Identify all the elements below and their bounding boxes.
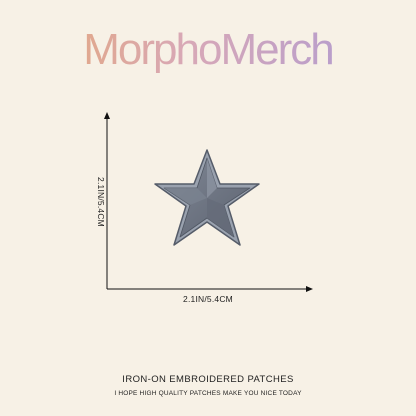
- caption-subtitle: I HOPE HIGH QUALITY PATCHES MAKE YOU NIC…: [114, 390, 302, 397]
- height-label: 2.1IN/5.4CM: [96, 177, 106, 227]
- star-patch-image: [154, 149, 260, 246]
- vertical-axis-arrowhead: [104, 112, 110, 119]
- star-facet-left: [164, 188, 207, 205]
- caption-title: IRON-ON EMBROIDERED PATCHES: [122, 374, 294, 385]
- star-facet-right: [207, 198, 234, 237]
- brand-logo: MorphoMerch: [0, 24, 416, 76]
- star-facet-top: [207, 158, 217, 198]
- horizontal-axis-arrowhead: [306, 286, 313, 292]
- width-label: 2.1IN/5.4CM: [183, 294, 233, 304]
